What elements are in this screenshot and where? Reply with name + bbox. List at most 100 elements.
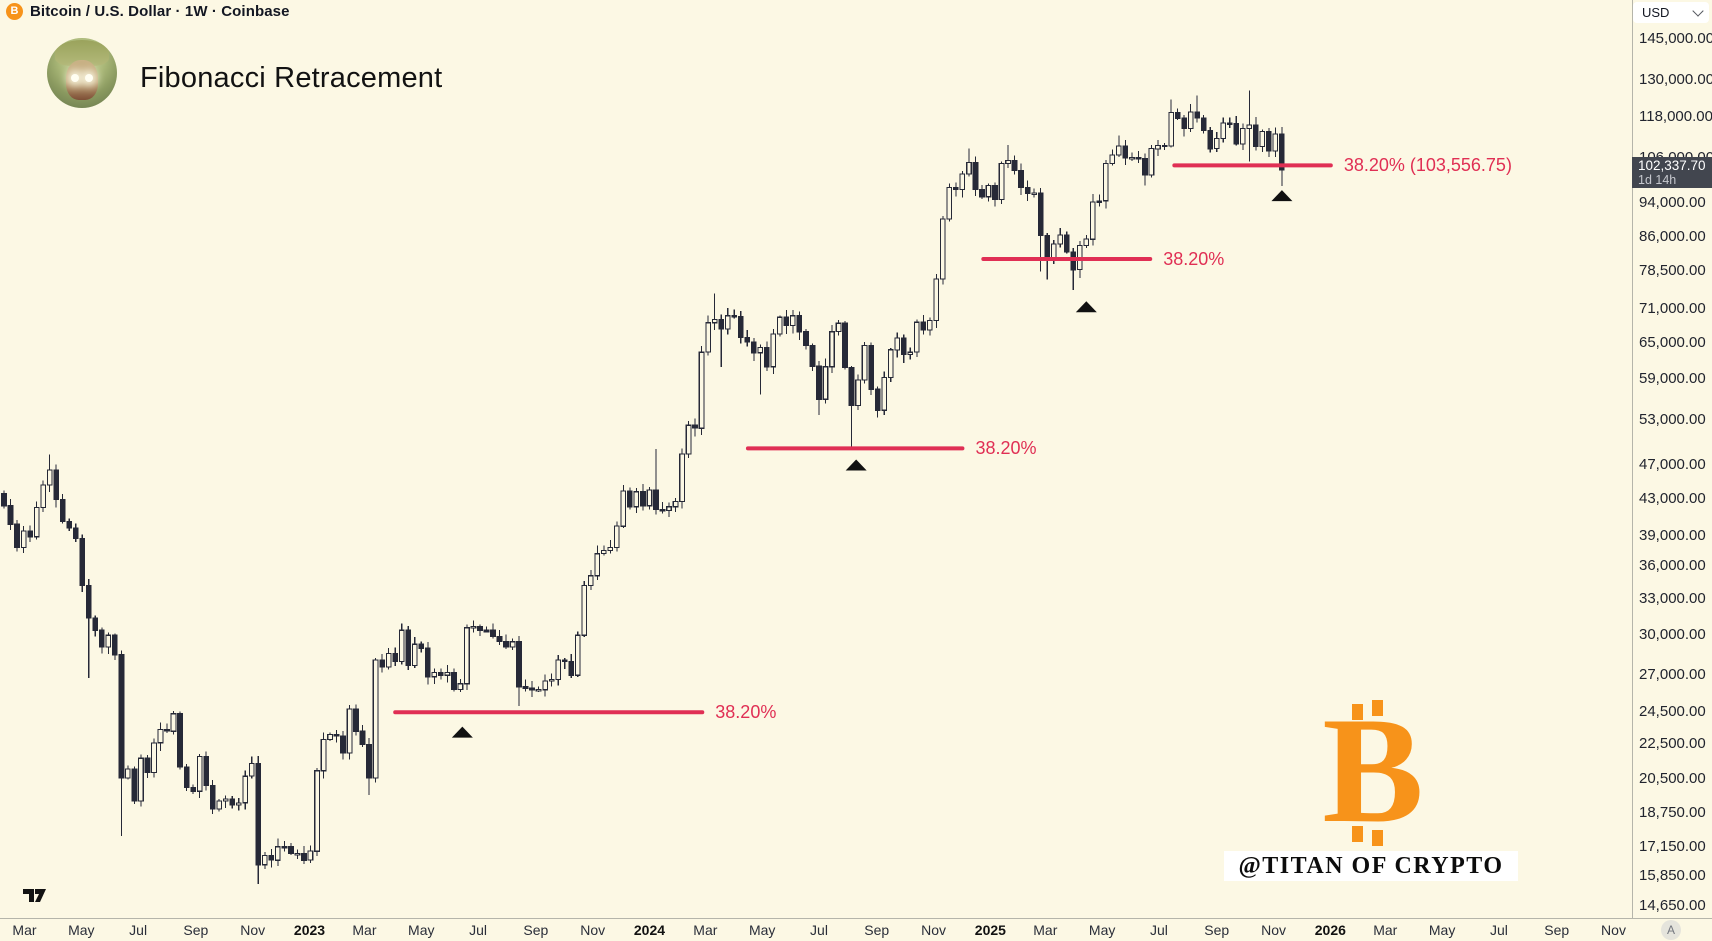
candle-body — [92, 617, 99, 631]
candle-body — [496, 636, 503, 643]
candle-body — [477, 625, 483, 631]
price-axis-label: 59,000.00 — [1639, 370, 1706, 388]
candle-body — [633, 491, 640, 508]
price-axis[interactable]: 102,337.70 1d 14h 145,000.00 130,000.00 11… — [1632, 0, 1712, 918]
candle-body — [881, 376, 888, 411]
candle-body — [907, 351, 914, 356]
candle-body — [998, 162, 1005, 201]
price-axis-label: 14,650.00 — [1639, 897, 1706, 915]
candle-body — [340, 735, 346, 754]
time-axis-label: Nov — [580, 922, 606, 938]
candle-body — [842, 322, 848, 368]
time-axis[interactable]: Mar May Jul Sep Nov 2023 Mar May Jul Sep Nov 2024 Ma… — [0, 918, 1712, 941]
auto-scale-button[interactable]: A — [1661, 920, 1681, 940]
candle-body — [98, 629, 105, 648]
triangle-up-marker[interactable] — [451, 726, 473, 738]
candle-body — [1089, 201, 1096, 240]
candle-body — [437, 671, 444, 676]
candle-body — [1200, 117, 1207, 132]
candle-body — [1037, 192, 1044, 237]
candle-body — [307, 850, 314, 861]
fib-level-label[interactable]: 38.20% — [975, 438, 1037, 459]
candle-body — [874, 388, 881, 411]
price-axis-label: 86,000.00 — [1639, 227, 1706, 245]
candle-body — [1129, 157, 1135, 160]
candle-body — [574, 634, 581, 676]
candle-body — [796, 315, 803, 333]
candle-body — [183, 766, 190, 789]
candle-body — [1187, 111, 1194, 129]
candle-body — [7, 505, 14, 525]
candle-body — [1103, 162, 1109, 202]
time-axis-label: Nov — [921, 922, 947, 938]
countdown-timer: 1d 14h — [1638, 173, 1677, 187]
candle-body — [470, 625, 477, 629]
time-axis-label: 2023 — [293, 922, 326, 938]
bitcoin-logo-icon: B — [6, 3, 23, 20]
avatar-glowing-eye-right — [85, 74, 93, 82]
price-axis-label: 18,750.00 — [1639, 803, 1706, 821]
candle-body — [1213, 137, 1220, 150]
candle-body — [770, 333, 777, 368]
time-axis-label: May — [1428, 922, 1456, 938]
fib-level-label[interactable]: 38.20% — [1163, 248, 1225, 269]
price-axis-label: 47,000.00 — [1639, 456, 1706, 474]
candle-body — [587, 575, 594, 587]
price-axis-label: 33,000.00 — [1639, 589, 1706, 607]
candle-body — [1063, 234, 1070, 253]
candle-body — [503, 641, 509, 648]
price-axis-label: 39,000.00 — [1639, 526, 1706, 544]
candle-body — [600, 550, 607, 555]
price-axis-label: 36,000.00 — [1639, 557, 1706, 575]
candle-body — [1142, 157, 1148, 176]
candle-body — [457, 683, 464, 691]
candle-body — [627, 490, 633, 508]
candle-body — [46, 469, 53, 486]
candle-body — [464, 627, 470, 685]
time-axis-label: Jul — [469, 922, 488, 938]
time-axis-label: May — [68, 922, 95, 938]
candle-body — [731, 315, 738, 318]
candle-body — [679, 453, 685, 502]
currency-selector[interactable]: USD — [1633, 2, 1709, 23]
candle-body — [594, 553, 601, 577]
chevron-down-icon — [1692, 4, 1704, 17]
candle-body — [229, 798, 236, 806]
candle-body — [40, 484, 46, 509]
candle-body — [946, 186, 953, 220]
time-axis-label: Mar — [352, 922, 377, 938]
candle-body — [666, 506, 672, 511]
candle-body — [920, 321, 927, 331]
candle-body — [20, 530, 27, 549]
candle-body — [790, 315, 796, 327]
candle-body — [646, 489, 653, 507]
page-title: Fibonacci Retracement — [140, 62, 443, 94]
candle-body — [235, 802, 242, 806]
price-axis-label: 145,000.00 — [1639, 30, 1712, 47]
candle-body — [1239, 128, 1246, 145]
candle-body — [607, 547, 614, 552]
time-axis-label: Mar — [693, 922, 718, 938]
time-axis-label: Jul — [810, 922, 828, 938]
candle-body — [451, 671, 457, 691]
triangle-up-marker[interactable] — [1271, 190, 1293, 202]
triangle-up-marker[interactable] — [1075, 301, 1097, 313]
candle-body — [509, 641, 516, 648]
triangle-up-marker[interactable] — [845, 459, 867, 471]
candle-body — [1044, 235, 1051, 261]
candle-body — [692, 424, 698, 429]
candle-body — [653, 489, 659, 510]
tradingview-logo[interactable] — [22, 886, 48, 904]
candle-body — [887, 349, 894, 379]
candle-body — [581, 585, 588, 636]
fib-level-label[interactable]: 38.20% — [715, 702, 777, 723]
symbol-header[interactable]: B Bitcoin / U.S. Dollar · 1W · Coinbase — [6, 3, 290, 20]
candle-body — [190, 786, 196, 792]
candle-body — [490, 629, 496, 638]
price-axis-label: 130,000.00 — [1639, 71, 1712, 89]
candle-body — [1220, 122, 1227, 139]
candle-body — [659, 508, 666, 512]
fib-level-label[interactable]: 38.20% (103,556.75) — [1343, 155, 1512, 176]
candle-body — [620, 490, 627, 527]
